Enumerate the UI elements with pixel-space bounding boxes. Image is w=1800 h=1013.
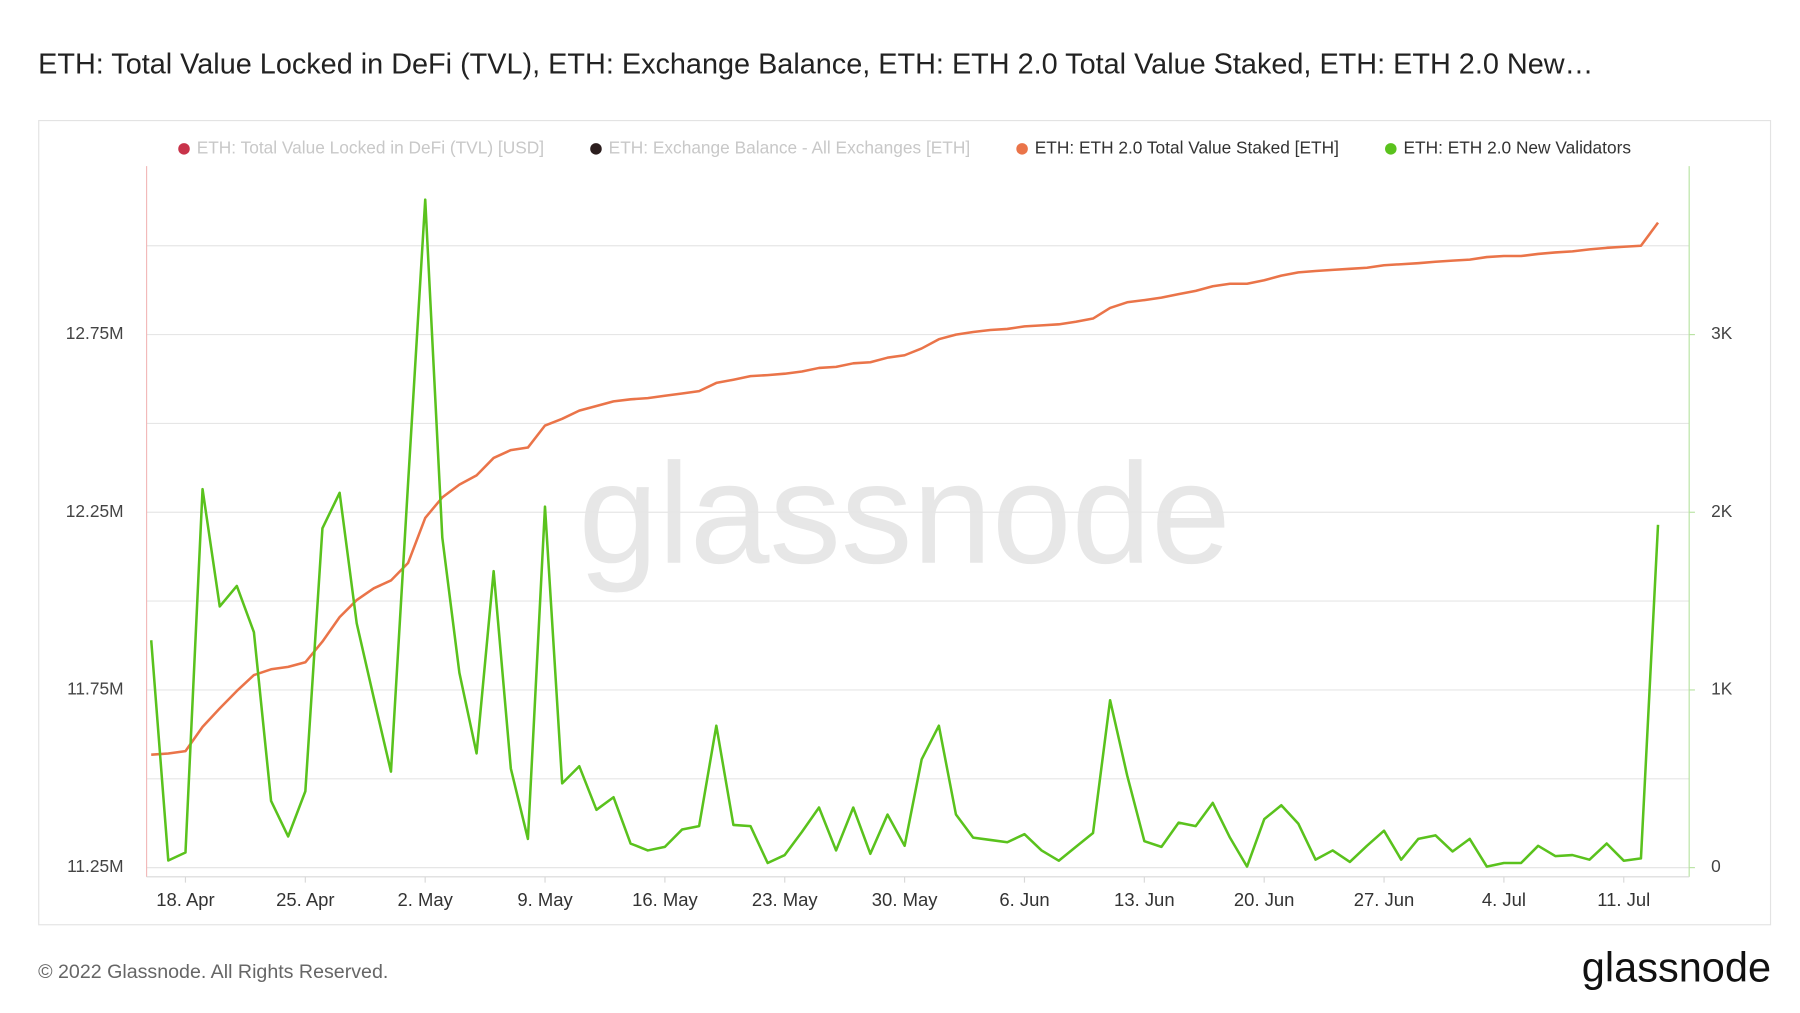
legend-swatch bbox=[590, 143, 602, 155]
x-tick-label: 20. Jun bbox=[1234, 889, 1295, 910]
legend-label: ETH: ETH 2.0 New Validators bbox=[1403, 137, 1631, 157]
legend-item[interactable]: ETH: ETH 2.0 Total Value Staked [ETH] bbox=[1016, 137, 1339, 157]
legend: ETH: Total Value Locked in DeFi (TVL) [U… bbox=[178, 137, 1631, 157]
x-tick-label: 18. Apr bbox=[156, 889, 214, 910]
y2-tick-label: 2K bbox=[1711, 501, 1733, 521]
legend-item[interactable]: ETH: Total Value Locked in DeFi (TVL) [U… bbox=[178, 137, 544, 157]
y-tick-label: 11.75M bbox=[67, 679, 123, 699]
watermark: glassnode bbox=[579, 434, 1231, 594]
x-tick-label: 25. Apr bbox=[276, 889, 334, 910]
x-tick-label: 23. May bbox=[752, 889, 818, 910]
x-tick-label: 11. Jul bbox=[1597, 889, 1650, 910]
brand-logo: glassnode bbox=[1582, 943, 1771, 990]
chart-frame bbox=[38, 119, 1772, 926]
plot-area bbox=[149, 198, 1660, 868]
y2-tick-label: 1K bbox=[1711, 679, 1733, 699]
x-tick-label: 4. Jul bbox=[1482, 889, 1526, 910]
legend-swatch bbox=[1385, 143, 1397, 155]
x-tick-label: 2. May bbox=[397, 889, 453, 910]
legend-label: ETH: Total Value Locked in DeFi (TVL) [U… bbox=[197, 137, 544, 157]
x-tick-label: 6. Jun bbox=[999, 889, 1049, 910]
legend-item[interactable]: ETH: Exchange Balance - All Exchanges [E… bbox=[590, 137, 970, 157]
legend-item[interactable]: ETH: ETH 2.0 New Validators bbox=[1385, 137, 1631, 157]
legend-swatch bbox=[178, 143, 190, 155]
chart-title: ETH: Total Value Locked in DeFi (TVL), E… bbox=[38, 48, 1593, 80]
y2-tick-label: 0 bbox=[1711, 856, 1721, 876]
y2-tick-label: 3K bbox=[1711, 323, 1733, 343]
x-tick-label: 16. May bbox=[632, 889, 698, 910]
x-tick-label: 9. May bbox=[517, 889, 573, 910]
x-tick-label: 13. Jun bbox=[1114, 889, 1175, 910]
y-tick-label: 11.25M bbox=[67, 856, 123, 876]
legend-swatch bbox=[1016, 143, 1028, 155]
copyright: © 2022 Glassnode. All Rights Reserved. bbox=[38, 961, 388, 983]
y-tick-label: 12.25M bbox=[66, 501, 124, 521]
x-tick-label: 30. May bbox=[872, 889, 938, 910]
series-line bbox=[149, 198, 1660, 868]
x-tick-label: 27. Jun bbox=[1354, 889, 1415, 910]
y-tick-label: 12.75M bbox=[66, 323, 124, 343]
legend-label: ETH: ETH 2.0 Total Value Staked [ETH] bbox=[1035, 137, 1339, 157]
legend-label: ETH: Exchange Balance - All Exchanges [E… bbox=[609, 137, 971, 157]
